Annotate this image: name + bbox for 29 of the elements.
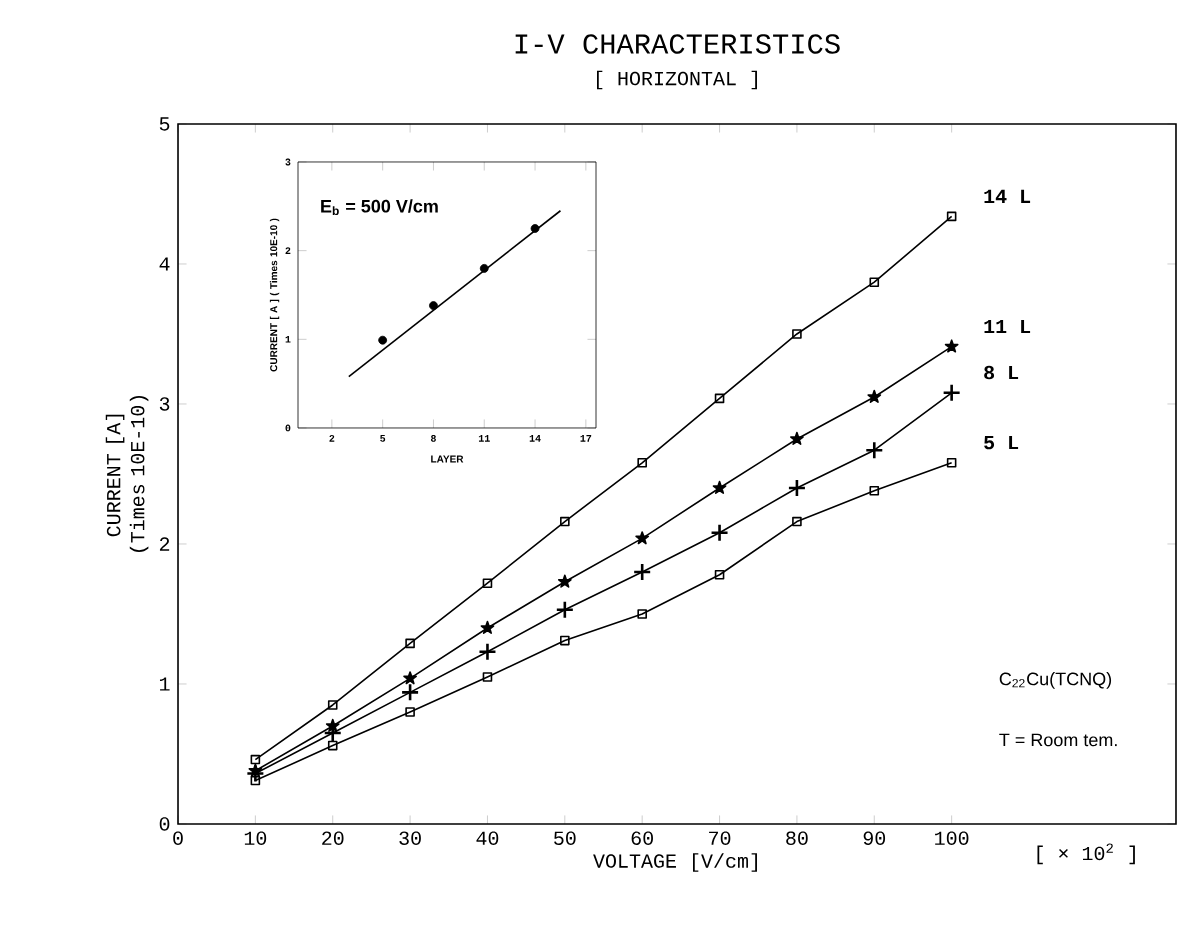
series-label: 8 L (984, 365, 1019, 380)
y-tick-label: 4 (159, 257, 170, 271)
annotation: E$_{b}$ = 500 V/cm (321, 199, 438, 216)
x-tick-label: 60 (631, 831, 653, 846)
chart-title: I-V CHARACTERISTICS (515, 34, 840, 54)
x-tick-label: 80 (786, 831, 808, 846)
series-label: 14 L (984, 189, 1031, 203)
annotation: C$_{22}$Cu(TCNQ) (999, 672, 1112, 689)
y-tick-label: 2 (159, 537, 170, 551)
x-tick-label: 50 (554, 831, 576, 846)
x-tick-label: 90 (863, 831, 886, 846)
x-tick-label: 100 (935, 831, 969, 846)
x-tick-label: 20 (322, 831, 344, 846)
x-tick-label: 0 (173, 831, 183, 846)
annotation: T = Room tem. (999, 733, 1117, 747)
y-axis-title: CURRENT [A] (Times 10E-10) (105, 396, 149, 552)
text: [ × 10$^{2}$ ] (1037, 843, 1135, 865)
y-tick-label: 0 (159, 817, 170, 831)
series-label: 5 L (984, 435, 1019, 450)
x-tick-label: 30 (399, 831, 421, 846)
y-tick-label: 1 (159, 677, 170, 691)
x-tick-label: 10 (244, 831, 267, 846)
y-tick-label: 5 (159, 117, 170, 131)
y-tick-label: 3 (159, 397, 170, 411)
x-tick-label: 40 (476, 831, 499, 846)
chart-subtitle: [ HORIZONTAL ] (597, 70, 757, 90)
x-tick-label: 70 (709, 831, 731, 846)
x-axis-title: VOLTAGE [V/cm] (593, 853, 757, 872)
series-label: 11 L (984, 319, 1031, 334)
